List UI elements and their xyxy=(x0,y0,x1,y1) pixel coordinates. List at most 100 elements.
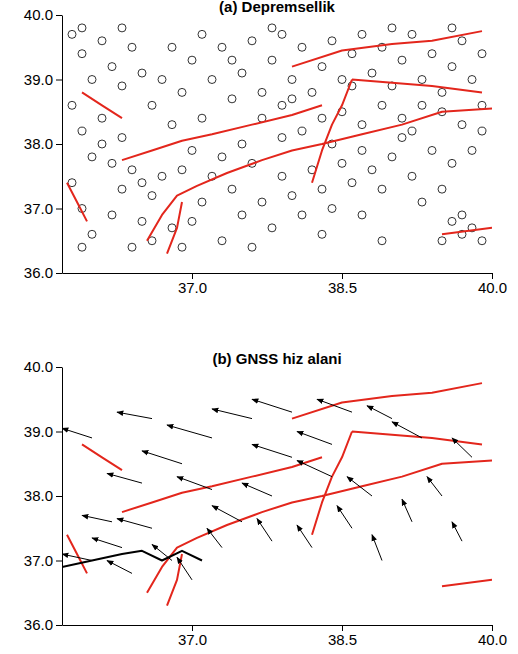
earthquake xyxy=(278,134,286,142)
gnss-vector xyxy=(392,422,422,438)
gnss-vector xyxy=(297,432,332,445)
tick-mark xyxy=(56,144,62,145)
earthquake xyxy=(448,217,456,225)
tick-mark xyxy=(56,209,62,210)
earthquake xyxy=(288,95,296,103)
earthquake xyxy=(308,88,316,96)
gnss-vector xyxy=(107,473,142,483)
gnss-vector xyxy=(212,506,242,522)
earthquake xyxy=(148,101,156,109)
earthquake xyxy=(278,101,286,109)
earthquake xyxy=(358,121,366,129)
earthquake xyxy=(118,24,126,32)
gnss-vector xyxy=(427,477,442,496)
tick: 38.0 xyxy=(24,135,62,152)
gnss-vector xyxy=(242,483,272,496)
earthquake xyxy=(268,224,276,232)
gnss-vector xyxy=(452,438,472,457)
earthquake xyxy=(238,211,246,219)
tick: 37.0 xyxy=(178,625,207,648)
earthquake xyxy=(78,24,86,32)
earthquake xyxy=(228,185,236,193)
tick-label: 39.0 xyxy=(24,71,53,88)
earthquake xyxy=(98,37,106,45)
fault-line xyxy=(67,383,492,606)
gnss-vector xyxy=(402,499,412,522)
earthquake xyxy=(398,56,406,64)
earthquake xyxy=(418,76,426,84)
tick: 37.0 xyxy=(24,552,62,569)
earthquake xyxy=(118,134,126,142)
earthquake xyxy=(348,179,356,187)
gnss-vector xyxy=(207,528,222,547)
earthquake xyxy=(178,243,186,251)
tick-mark xyxy=(56,367,62,368)
earthquake xyxy=(338,159,346,167)
earthquake xyxy=(158,76,166,84)
gnss-vector xyxy=(212,409,252,419)
earthquake xyxy=(348,50,356,58)
tick: 39.0 xyxy=(24,71,62,88)
earthquake xyxy=(478,127,486,135)
tick: 38.0 xyxy=(24,487,62,504)
tick: 37.0 xyxy=(178,273,207,296)
tick-mark xyxy=(56,496,62,497)
plot-area xyxy=(62,383,492,606)
earthquake xyxy=(188,146,196,154)
earthquake xyxy=(448,24,456,32)
earthquake xyxy=(328,205,336,213)
earthquake xyxy=(128,166,136,174)
panel: (b) GNSS hiz alani37.038.540.036.037.038… xyxy=(24,350,507,648)
earthquake xyxy=(448,63,456,71)
earthquake xyxy=(408,127,416,135)
earthquake xyxy=(188,56,196,64)
earthquake xyxy=(278,172,286,180)
earthquake xyxy=(108,159,116,167)
tick-label: 38.5 xyxy=(328,279,357,296)
earthquake xyxy=(318,63,326,71)
earthquake xyxy=(318,185,326,193)
earthquake xyxy=(438,237,446,245)
earthquake xyxy=(188,217,196,225)
gnss-vector xyxy=(107,561,132,574)
gnss-vector xyxy=(257,519,272,542)
earthquake xyxy=(448,159,456,167)
points xyxy=(68,24,486,251)
earthquake xyxy=(398,114,406,122)
gnss-vector xyxy=(152,544,172,560)
figure: (a) Depremsellik37.038.540.036.037.038.0… xyxy=(0,0,518,654)
earthquake xyxy=(478,237,486,245)
earthquake xyxy=(78,127,86,135)
tick-label: 37.0 xyxy=(178,631,207,648)
earthquake xyxy=(378,101,386,109)
earthquake xyxy=(98,140,106,148)
earthquake xyxy=(378,185,386,193)
earthquake xyxy=(408,172,416,180)
earthquake xyxy=(198,198,206,206)
tick-label: 38.0 xyxy=(24,135,53,152)
earthquake xyxy=(458,121,466,129)
x-axis-line xyxy=(63,273,493,274)
earthquake xyxy=(298,211,306,219)
earthquake xyxy=(298,127,306,135)
x-axis: 37.038.540.0 xyxy=(63,625,508,648)
earthquake xyxy=(468,146,476,154)
gnss-vector xyxy=(297,525,312,548)
y-axis-line xyxy=(62,368,63,626)
tick-mark xyxy=(56,561,62,562)
earthquake xyxy=(358,146,366,154)
earthquake xyxy=(438,88,446,96)
x-axis-line xyxy=(63,625,493,626)
tick-label: 36.0 xyxy=(24,616,53,633)
earthquake xyxy=(388,24,396,32)
tick: 38.5 xyxy=(328,273,357,296)
panel: (a) Depremsellik37.038.540.036.037.038.0… xyxy=(24,0,507,296)
tick-label: 40.0 xyxy=(478,631,507,648)
earthquake xyxy=(158,172,166,180)
earthquake xyxy=(358,30,366,38)
earthquake xyxy=(328,37,336,45)
gnss-vector xyxy=(337,506,352,529)
earthquake xyxy=(438,185,446,193)
earthquake xyxy=(278,30,286,38)
tick: 39.0 xyxy=(24,423,62,440)
